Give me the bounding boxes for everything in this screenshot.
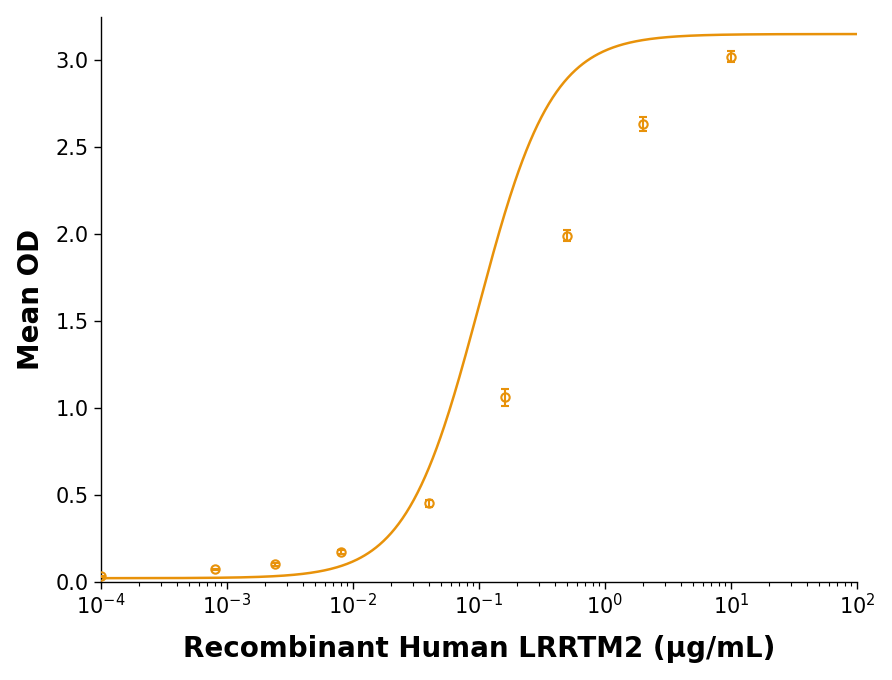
Y-axis label: Mean OD: Mean OD xyxy=(17,228,45,370)
X-axis label: Recombinant Human LRRTM2 (μg/mL): Recombinant Human LRRTM2 (μg/mL) xyxy=(183,635,775,663)
